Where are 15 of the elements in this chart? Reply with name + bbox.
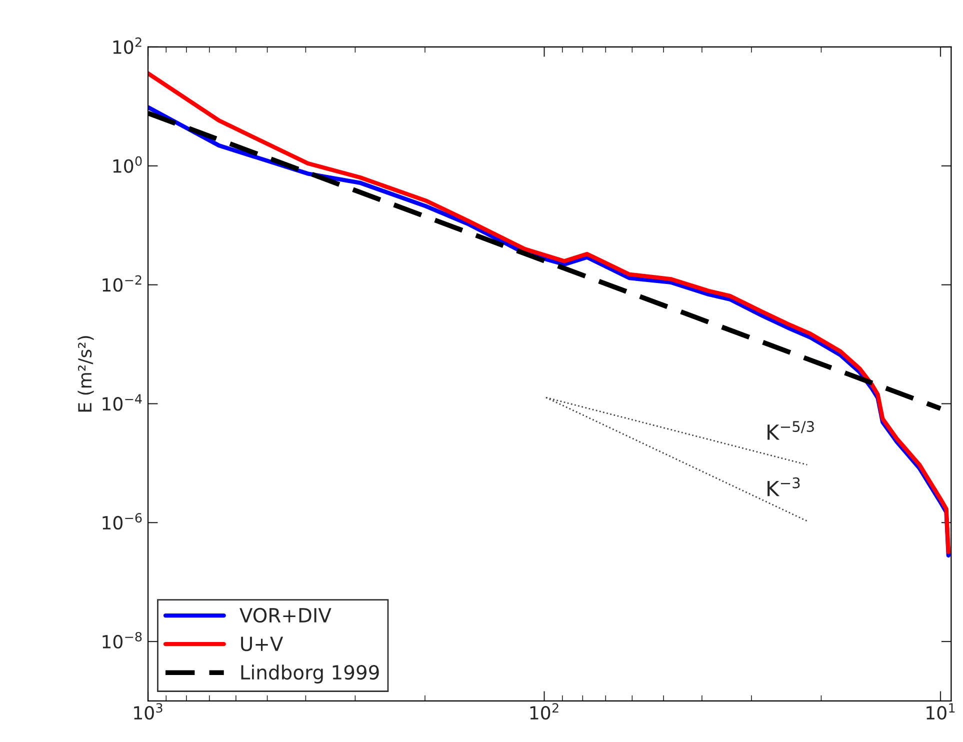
legend-label: Lindborg 1999 xyxy=(241,664,379,684)
series-label: K$^{−5/3}$ xyxy=(768,420,814,440)
y-tick-label: 10$^{0}$ xyxy=(113,156,142,173)
y-tick-label: 10$^{2}$ xyxy=(113,37,142,54)
y-tick-label: 10$^{−6}$ xyxy=(102,513,142,530)
y-tick-label: 10$^{−2}$ xyxy=(102,275,142,292)
legend-label: U+V xyxy=(241,636,284,652)
y-axis-title: E (m²/s²) xyxy=(78,336,94,412)
legend-label: VOR+DIV xyxy=(240,608,332,623)
y-tick-label: 10$^{−4}$ xyxy=(102,394,142,411)
series-label: K$^{−3}$ xyxy=(768,477,800,496)
x-tick-label: 10$^{3}$ xyxy=(134,703,162,720)
x-tick-label: 10$^{2}$ xyxy=(530,703,558,720)
x-tick-label: 10$^{1}$ xyxy=(926,703,955,720)
y-tick-label: 10$^{−8}$ xyxy=(102,632,142,648)
